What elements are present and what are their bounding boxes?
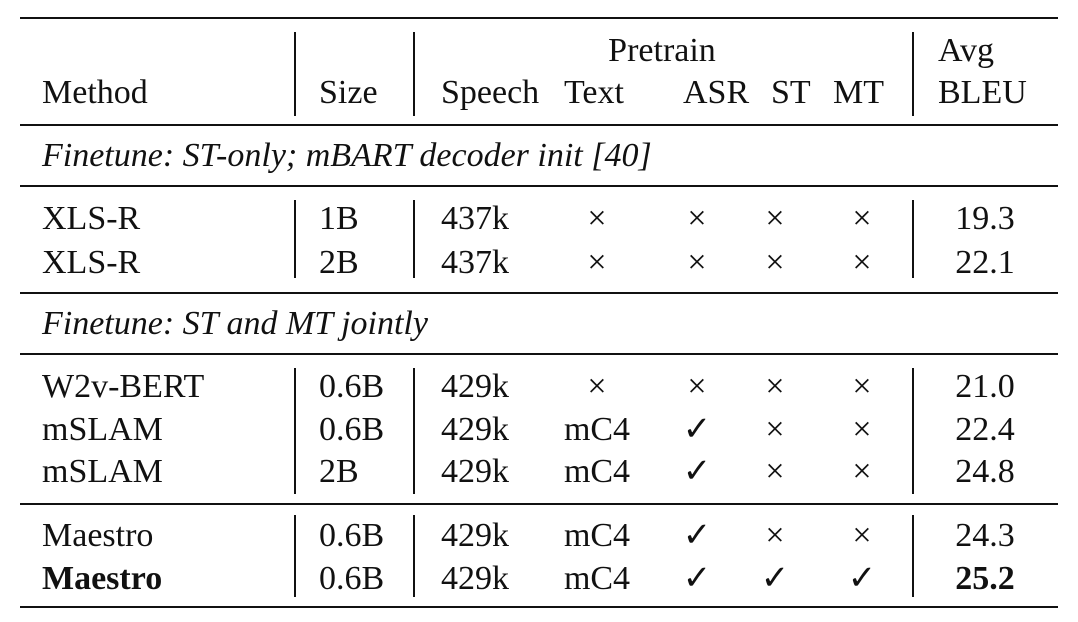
cell-mt: × — [852, 244, 872, 281]
cell-mt: × — [852, 517, 872, 554]
cell-speech: 429k — [441, 368, 509, 405]
header-text: Text — [564, 74, 624, 111]
cell-text: × — [587, 200, 607, 237]
cell-method: mSLAM — [42, 453, 163, 490]
cell-text: mC4 — [563, 517, 631, 554]
cell-asr: × — [687, 200, 707, 237]
cell-asr: × — [687, 244, 707, 281]
cell-text: × — [587, 368, 607, 405]
bottom-rule — [20, 606, 1058, 609]
header-method: Method — [42, 74, 148, 111]
cell-bleu: 25.2 — [955, 560, 1015, 597]
section1-title-rule — [20, 185, 1058, 187]
cell-speech: 429k — [441, 517, 509, 554]
cell-bleu: 24.8 — [955, 453, 1015, 490]
cell-asr: × — [687, 368, 707, 405]
divider-pretrain-bleu-s1 — [912, 200, 914, 278]
cell-asr: ✓ — [682, 560, 712, 597]
cell-st: × — [765, 411, 785, 448]
cell-mt: × — [852, 453, 872, 490]
cell-bleu: 24.3 — [955, 517, 1015, 554]
cell-st: ✓ — [760, 560, 790, 597]
divider-size-pretrain-s1 — [413, 200, 415, 278]
cell-speech: 429k — [441, 411, 509, 448]
cell-speech: 429k — [441, 560, 509, 597]
cell-text: mC4 — [563, 411, 631, 448]
section2-title-rule — [20, 353, 1058, 355]
divider-method-size-header — [294, 32, 296, 116]
divider-size-pretrain-s3 — [413, 515, 415, 597]
cell-size: 0.6B — [319, 411, 385, 448]
cell-mt: × — [852, 368, 872, 405]
divider-size-pretrain-s2 — [413, 368, 415, 494]
cell-size: 2B — [319, 453, 359, 490]
cell-mt: × — [852, 200, 872, 237]
section1-end-rule — [20, 292, 1058, 294]
cell-bleu: 22.1 — [955, 244, 1015, 281]
cell-bleu: 22.4 — [955, 411, 1015, 448]
cell-text: × — [587, 244, 607, 281]
divider-pretrain-bleu-s3 — [912, 515, 914, 597]
cell-method: Maestro — [42, 560, 163, 597]
header-size: Size — [319, 74, 378, 111]
cell-bleu: 21.0 — [955, 368, 1015, 405]
divider-method-size-s3 — [294, 515, 296, 597]
top-rule — [20, 17, 1058, 20]
cell-text: mC4 — [563, 560, 631, 597]
cell-method: Maestro — [42, 517, 154, 554]
cell-size: 2B — [319, 244, 359, 281]
header-rule — [20, 124, 1058, 126]
cell-bleu: 19.3 — [955, 200, 1015, 237]
cell-text: mC4 — [563, 453, 631, 490]
cell-st: × — [765, 200, 785, 237]
cell-st: × — [765, 517, 785, 554]
cell-asr: ✓ — [682, 517, 712, 554]
cell-st: × — [765, 244, 785, 281]
cell-speech: 437k — [441, 200, 509, 237]
cell-method: W2v-BERT — [42, 368, 205, 405]
header-speech: Speech — [441, 74, 540, 111]
section-title: Finetune: ST-only; mBART decoder init [4… — [42, 137, 652, 174]
header-bleu: BLEU — [938, 74, 1027, 111]
cell-size: 0.6B — [319, 560, 385, 597]
header-asr: ASR — [683, 74, 750, 111]
header-mt: MT — [833, 74, 884, 111]
section2-end-rule — [20, 503, 1058, 505]
cell-speech: 437k — [441, 244, 509, 281]
divider-pretrain-bleu-header — [912, 32, 914, 116]
cell-asr: ✓ — [682, 411, 712, 448]
cell-st: × — [765, 368, 785, 405]
cell-speech: 429k — [441, 453, 509, 490]
divider-method-size-s1 — [294, 200, 296, 278]
cell-size: 1B — [319, 200, 359, 237]
cell-mt: × — [852, 411, 872, 448]
cell-size: 0.6B — [319, 517, 385, 554]
header-avg: Avg — [938, 32, 995, 69]
section-title: Finetune: ST and MT jointly — [42, 305, 428, 342]
header-pretrain-group: Pretrain — [608, 32, 716, 69]
cell-asr: ✓ — [682, 453, 712, 490]
cell-method: XLS-R — [42, 244, 141, 281]
cell-method: XLS-R — [42, 200, 141, 237]
cell-size: 0.6B — [319, 368, 385, 405]
cell-method: mSLAM — [42, 411, 163, 448]
divider-size-pretrain-header — [413, 32, 415, 116]
cell-st: × — [765, 453, 785, 490]
header-st: ST — [771, 74, 811, 111]
divider-method-size-s2 — [294, 368, 296, 494]
divider-pretrain-bleu-s2 — [912, 368, 914, 494]
cell-mt: ✓ — [847, 560, 877, 597]
